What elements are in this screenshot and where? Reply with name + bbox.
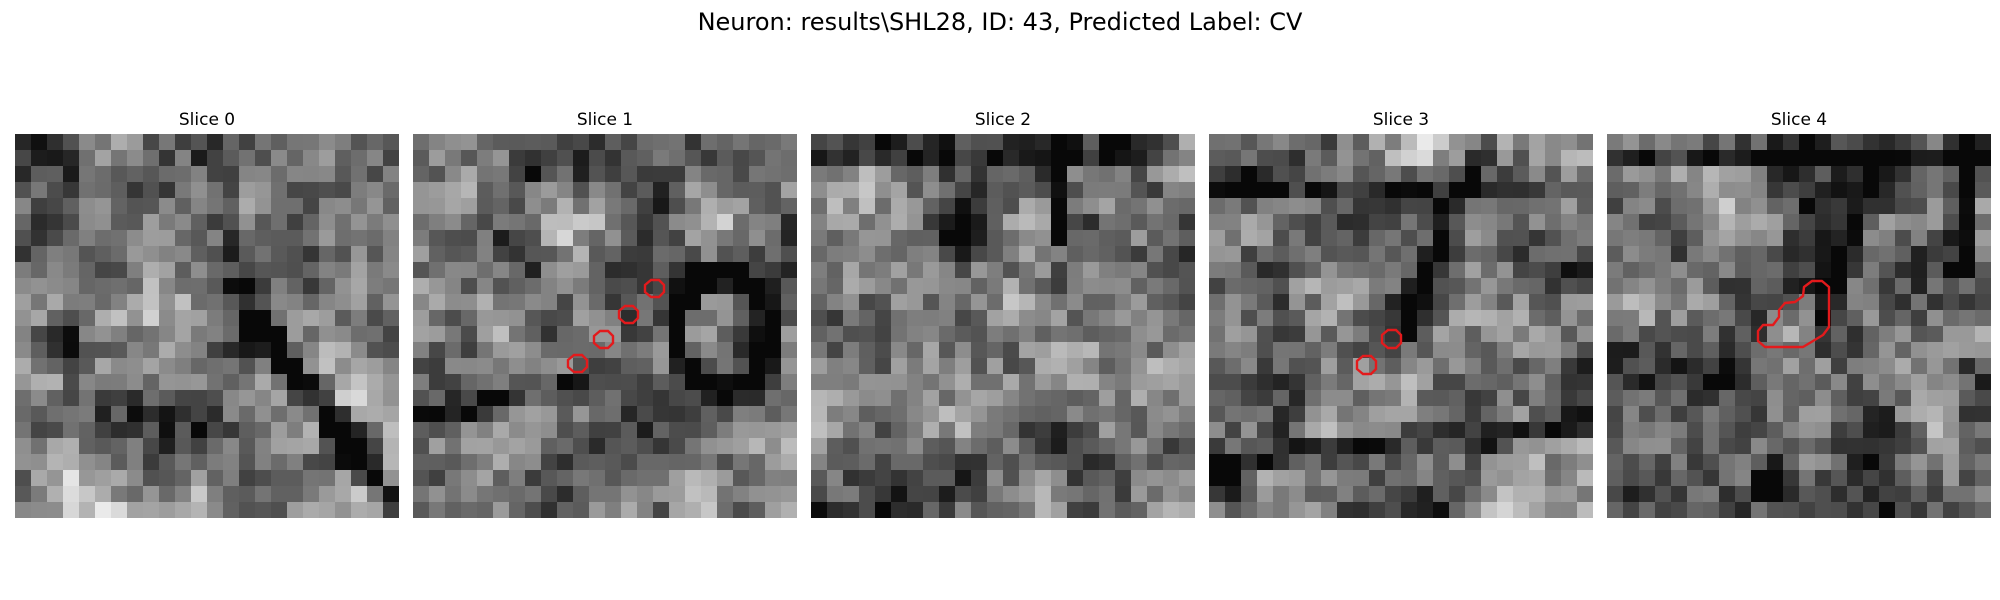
slice-4-overlay bbox=[1756, 279, 1831, 349]
slice-3-pixels bbox=[1209, 134, 1593, 518]
panel-title-slice-4: Slice 4 bbox=[1770, 110, 1828, 130]
slice-0-image bbox=[15, 134, 399, 518]
synapse-outline-3a bbox=[1355, 354, 1378, 376]
panel-title-slice-2: Slice 2 bbox=[974, 110, 1032, 130]
panel-title-slice-0: Slice 0 bbox=[178, 110, 236, 130]
synapse-outline-1a bbox=[566, 353, 589, 374]
slice-3-image bbox=[1209, 134, 1593, 518]
slice-3-overlay bbox=[1355, 328, 1403, 376]
slice-2-pixels bbox=[811, 134, 1195, 518]
panel-title-slice-1: Slice 1 bbox=[576, 110, 634, 130]
slice-1-image bbox=[413, 134, 797, 518]
synapse-outline-1c bbox=[617, 304, 640, 325]
slice-4-image bbox=[1607, 134, 1991, 518]
figure-title: Neuron: results\SHL28, ID: 43, Predicted… bbox=[697, 8, 1303, 36]
slice-2-overlay bbox=[811, 134, 1195, 518]
slice-0-overlay bbox=[15, 134, 399, 518]
synapse-region-outline bbox=[1756, 279, 1831, 349]
panel-title-slice-3: Slice 3 bbox=[1372, 110, 1430, 130]
synapse-outline-1b bbox=[592, 329, 615, 350]
slice-0-pixels bbox=[15, 134, 399, 518]
slice-2-image bbox=[811, 134, 1195, 518]
slice-4-pixels bbox=[1607, 134, 1991, 518]
slice-1-pixels bbox=[413, 134, 797, 518]
synapse-outline-3b bbox=[1380, 328, 1403, 350]
synapse-outline-1d bbox=[643, 278, 666, 299]
slice-1-overlay bbox=[566, 278, 666, 374]
